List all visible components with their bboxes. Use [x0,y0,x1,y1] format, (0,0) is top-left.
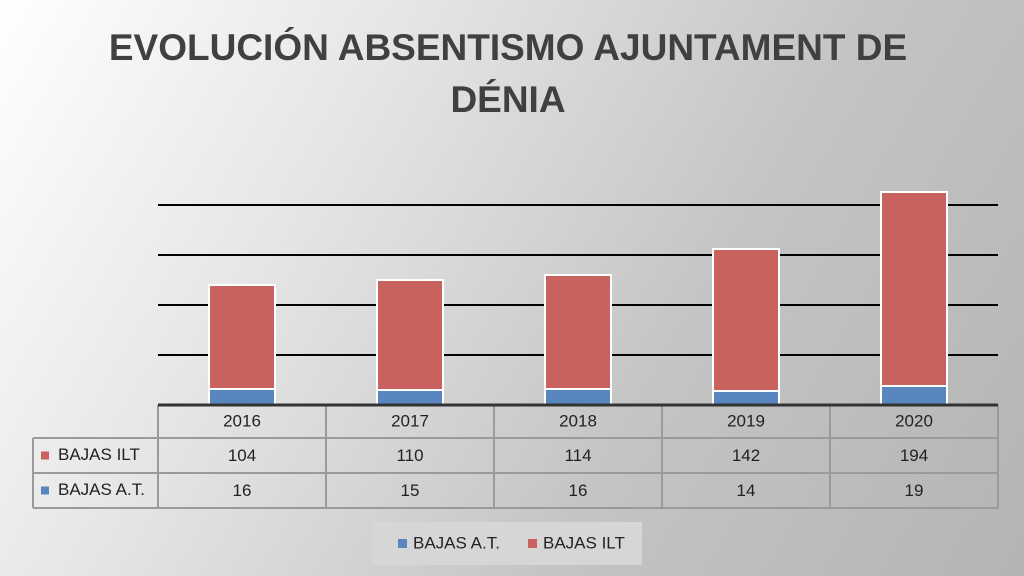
x-tick-label: 2016 [223,411,261,430]
x-tick-label: 2017 [391,411,429,430]
table-value: 110 [396,446,423,465]
table-value: 104 [228,446,256,465]
bar-segment [376,389,444,406]
x-tick-label: 2020 [895,411,933,430]
legend-box [372,522,642,565]
bar-segment [208,284,276,390]
table-value: 16 [233,481,252,500]
table-value: 194 [900,446,928,465]
bar-segment [376,279,444,391]
x-tick-label: 2019 [727,411,765,430]
legend-key [528,539,537,548]
table-value: 114 [564,446,591,465]
bar-segment [880,385,948,406]
legend-key [398,539,407,548]
row-label: BAJAS ILT [58,445,140,464]
x-tick-label: 2018 [559,411,597,430]
legend-key [41,486,49,495]
table-value: 142 [732,446,760,465]
chart-title: EVOLUCIÓN ABSENTISMO AJUNTAMENT DE DÉNIA [108,27,908,120]
bar-segment [880,191,948,387]
bar-segment [544,388,612,406]
legend-label: BAJAS ILT [543,533,625,552]
bar-segment [544,274,612,390]
bar-segment [208,388,276,406]
legend-key [41,451,49,460]
row-label: BAJAS A.T. [58,480,145,499]
bar-segment [712,248,780,392]
table-value: 19 [905,481,924,500]
table-value: 14 [737,481,756,500]
table-value: 15 [401,481,420,500]
table-value: 16 [569,481,588,500]
bar-segment [712,390,780,406]
legend-label: BAJAS A.T. [413,533,500,552]
